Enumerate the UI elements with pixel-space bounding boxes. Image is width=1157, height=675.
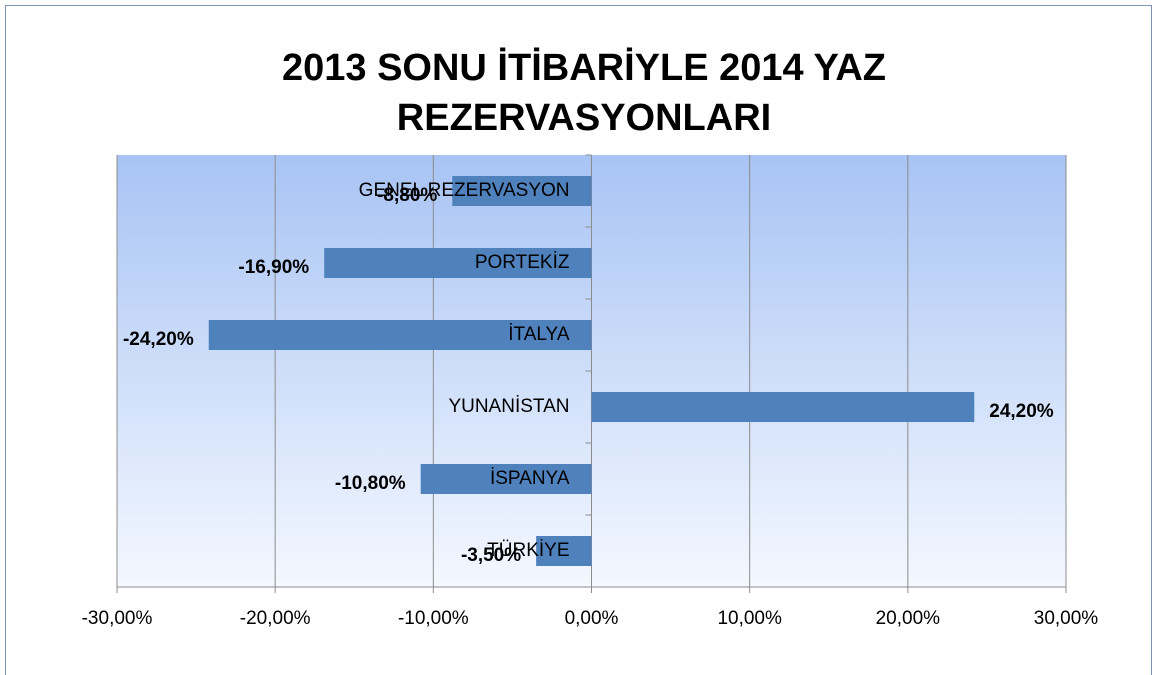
x-tick-label: 20,00% (876, 608, 941, 629)
bar (324, 248, 592, 278)
data-label: -10,80% (335, 473, 406, 494)
data-label: -16,90% (238, 257, 309, 278)
bar (208, 320, 592, 350)
bar (536, 536, 592, 566)
data-label: -8,80% (377, 185, 437, 206)
x-tick-label: -10,00% (398, 608, 469, 629)
x-tick-label: -30,00% (82, 608, 153, 629)
category-label: İTALYA (508, 324, 570, 345)
category-label: YUNANİSTAN (448, 396, 569, 417)
x-tick-label: 30,00% (1034, 608, 1099, 629)
x-tick-label: 10,00% (717, 608, 782, 629)
category-label: PORTEKİZ (475, 252, 570, 273)
bar (452, 176, 592, 206)
chart-title: 2013 SONU İTİBARİYLE 2014 YAZ REZERVASYON… (282, 47, 886, 139)
bar (591, 392, 975, 422)
category-label: GENEL REZERVASYON (359, 180, 570, 201)
category-label: TÜRKİYE (487, 540, 569, 561)
bar (420, 464, 592, 494)
data-label: -24,20% (123, 329, 194, 350)
category-label: İSPANYA (490, 468, 570, 489)
data-label: 24,20% (989, 401, 1054, 422)
data-label: -3,50% (461, 545, 521, 566)
x-tick-label: 0,00% (565, 608, 619, 629)
x-tick-label: -20,00% (240, 608, 311, 629)
